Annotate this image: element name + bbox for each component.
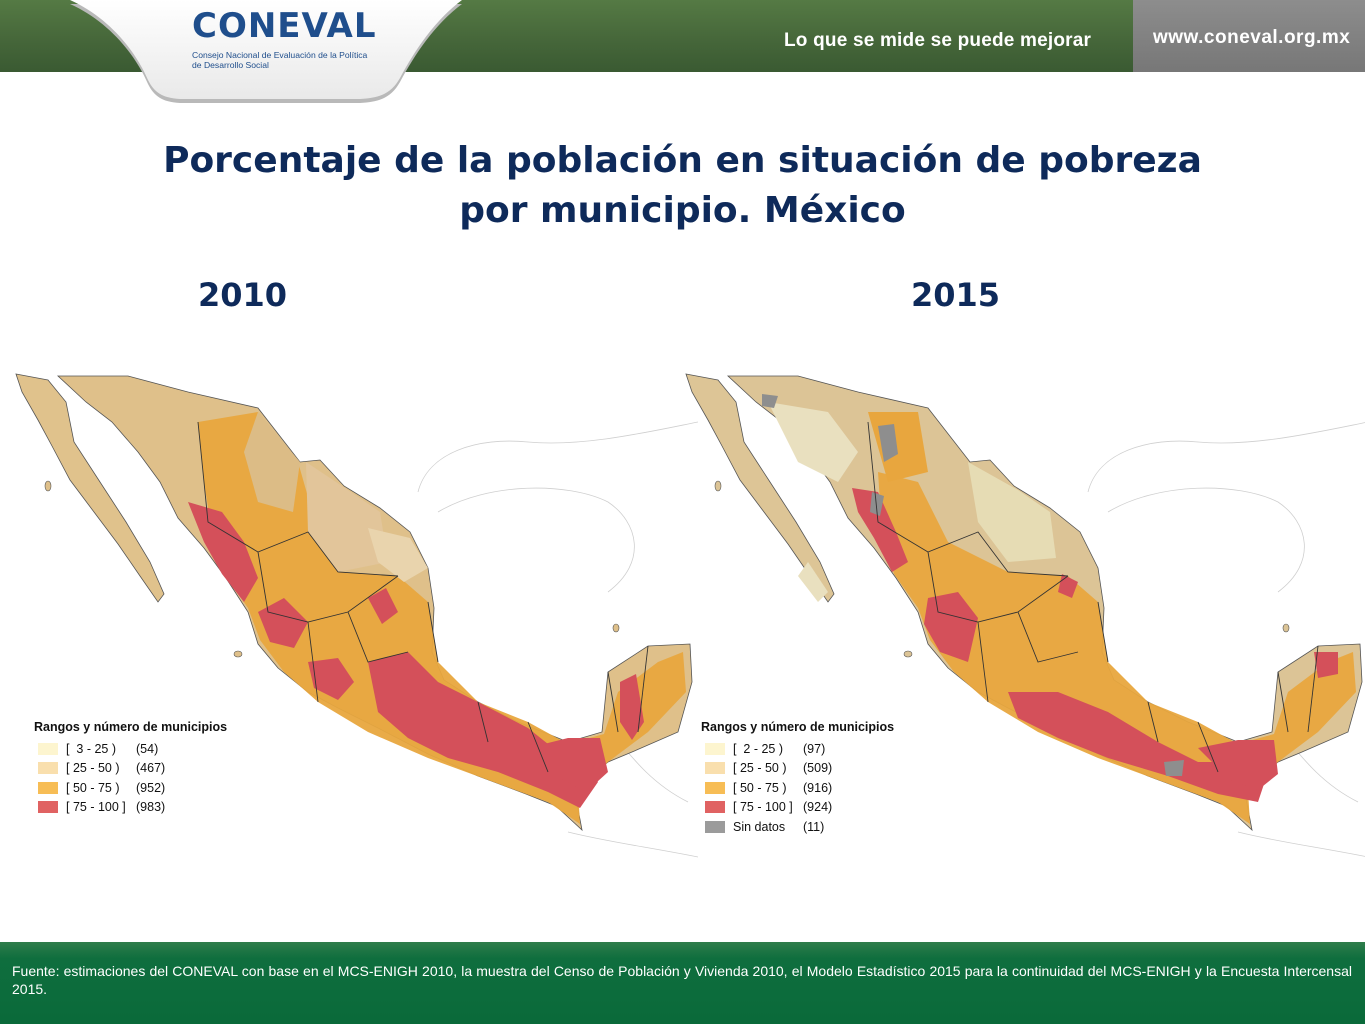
legend-swatch — [38, 742, 58, 755]
legend-swatch — [705, 762, 725, 775]
coneval-logo: CONEVAL — [192, 6, 377, 46]
legend-swatch — [38, 801, 58, 814]
url-panel — [1133, 0, 1365, 72]
legend-row: [ 2 - 25 ) (97) — [701, 739, 894, 759]
region-75-100 — [188, 502, 644, 808]
year-label-2010: 2010 — [198, 276, 288, 314]
footer: Fuente: estimaciones del CONEVAL con bas… — [0, 942, 1365, 1024]
logo-subtitle: Consejo Nacional de Evaluación de la Pol… — [192, 50, 368, 70]
website-link[interactable]: www.coneval.org.mx — [1153, 27, 1351, 48]
legend-row: [ 25 - 50 ) (509) — [701, 759, 894, 779]
legend-count: (11) — [803, 819, 825, 834]
logo-tab — [70, 0, 462, 103]
legend-2010: Rangos y número de municipios [ 3 - 25 )… — [34, 720, 227, 817]
legend-range: [ 75 - 100 ] — [66, 800, 126, 815]
title-line-2: por municipio. México — [459, 190, 906, 231]
year-label-2015: 2015 — [911, 276, 1001, 314]
legend-count: (924) — [803, 800, 833, 815]
legend-swatch — [705, 781, 725, 794]
legend-row: [ 50 - 75 ) (952) — [34, 778, 227, 798]
legend-count: (467) — [136, 761, 166, 776]
legend-row: Sin datos (11) — [701, 817, 894, 837]
region-sin-datos — [762, 394, 1184, 776]
title-line-1: Porcentaje de la población en situación … — [163, 140, 1202, 181]
legend-range: [ 3 - 25 ) — [66, 741, 117, 756]
legend-count: (54) — [136, 741, 159, 756]
legend-range: [ 50 - 75 ) — [66, 780, 120, 795]
legend-row: [ 75 - 100 ] (983) — [34, 798, 227, 818]
state-borders — [197, 421, 649, 773]
state-borders — [867, 421, 1319, 773]
legend-2015: Rangos y número de municipios [ 2 - 25 )… — [701, 720, 894, 837]
neighbor-outlines — [417, 421, 698, 858]
map-2010 — [15, 373, 698, 858]
baja-peninsula — [15, 373, 165, 603]
legend-count: (916) — [803, 780, 833, 795]
legend-title: Rangos y número de municipios — [34, 720, 228, 734]
legend-swatch — [705, 801, 725, 814]
legend-count: (983) — [136, 800, 166, 815]
legend-range: [ 25 - 50 ) — [733, 761, 787, 776]
source-note: Fuente: estimaciones del CONEVAL con bas… — [12, 963, 1352, 997]
legend-swatch — [705, 742, 725, 755]
legend-swatch — [38, 781, 58, 794]
page-title: Porcentaje de la población en situación … — [0, 136, 1365, 236]
legend-count: (97) — [803, 741, 826, 756]
legend-range: Sin datos — [733, 819, 786, 834]
legend-swatch — [38, 762, 58, 775]
legend-range: [ 50 - 75 ) — [733, 780, 787, 795]
legend-range: [ 75 - 100 ] — [733, 800, 793, 815]
legend-row: [ 3 - 25 ) (54) — [34, 739, 227, 759]
legend-title: Rangos y número de municipios — [701, 720, 895, 734]
legend-count: (509) — [803, 761, 833, 776]
baja-peninsula — [685, 373, 835, 603]
legend-row: [ 50 - 75 ) (916) — [701, 778, 894, 798]
map-2015 — [685, 373, 1365, 857]
legend-count: (952) — [136, 780, 166, 795]
slogan: Lo que se mide se puede mejorar — [784, 30, 1092, 51]
legend-row: [ 75 - 100 ] (924) — [701, 798, 894, 818]
legend-swatch — [705, 820, 725, 833]
legend-range: [ 25 - 50 ) — [66, 761, 120, 776]
legend-range: [ 2 - 25 ) — [733, 741, 784, 756]
legend-row: [ 25 - 50 ) (467) — [34, 759, 227, 779]
